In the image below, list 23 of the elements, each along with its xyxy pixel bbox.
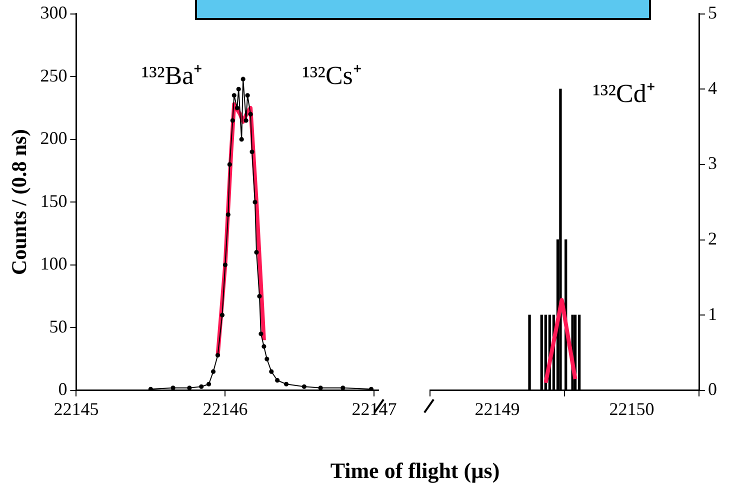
x-tick-label: 22146 bbox=[202, 398, 248, 419]
y-axis-title: Counts / (0.8 ns) bbox=[7, 129, 32, 276]
x-axis-title: Time of flight (µs) bbox=[330, 458, 500, 484]
y-tick-label: 100 bbox=[40, 254, 68, 274]
y2-tick-label: 1 bbox=[708, 304, 717, 324]
y2-tick-label: 2 bbox=[708, 228, 717, 248]
y2-tick-label: 4 bbox=[708, 78, 717, 98]
y-tick-label: 0 bbox=[58, 379, 68, 400]
y-tick-label: 250 bbox=[40, 65, 68, 86]
x-tick-label: 22149 bbox=[474, 398, 520, 419]
y-tick-label: 300 bbox=[40, 2, 68, 23]
y2-tick-label: 5 bbox=[708, 2, 717, 23]
y-tick-label: 150 bbox=[40, 190, 68, 211]
x-tick-label: 22147 bbox=[352, 398, 397, 419]
annotation: ¹³²Cs⁺ bbox=[302, 60, 362, 90]
y-tick-label: 200 bbox=[40, 128, 68, 148]
y2-tick-label: 3 bbox=[708, 153, 717, 174]
y-tick-label: 50 bbox=[49, 316, 68, 336]
annotation: ¹³²Ba⁺ bbox=[141, 60, 203, 90]
x-tick-label: 22150 bbox=[609, 398, 654, 419]
y2-tick-label: 0 bbox=[708, 379, 717, 400]
annotation: ¹³²Cd⁺ bbox=[592, 78, 656, 108]
x-tick-label: 22145 bbox=[54, 398, 99, 419]
